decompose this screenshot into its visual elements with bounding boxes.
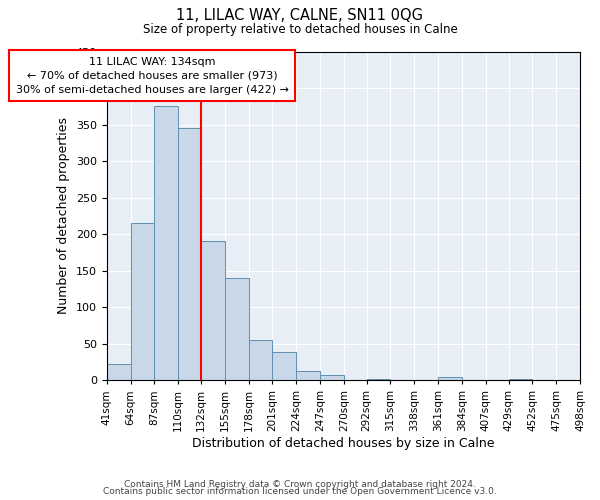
Text: Size of property relative to detached houses in Calne: Size of property relative to detached ho… bbox=[143, 22, 457, 36]
Bar bbox=[248, 340, 272, 380]
Bar bbox=[367, 379, 391, 380]
Bar bbox=[438, 378, 462, 380]
Bar bbox=[509, 379, 532, 380]
Bar bbox=[131, 223, 154, 380]
Text: Contains public sector information licensed under the Open Government Licence v3: Contains public sector information licen… bbox=[103, 487, 497, 496]
Text: 11, LILAC WAY, CALNE, SN11 0QG: 11, LILAC WAY, CALNE, SN11 0QG bbox=[176, 8, 424, 22]
Y-axis label: Number of detached properties: Number of detached properties bbox=[58, 118, 70, 314]
Bar bbox=[296, 371, 320, 380]
Bar bbox=[225, 278, 248, 380]
Bar bbox=[320, 375, 344, 380]
Bar bbox=[178, 128, 201, 380]
X-axis label: Distribution of detached houses by size in Calne: Distribution of detached houses by size … bbox=[192, 437, 494, 450]
Text: 11 LILAC WAY: 134sqm
← 70% of detached houses are smaller (973)
30% of semi-deta: 11 LILAC WAY: 134sqm ← 70% of detached h… bbox=[16, 56, 289, 94]
Bar bbox=[107, 364, 131, 380]
Bar bbox=[580, 379, 600, 380]
Bar bbox=[272, 352, 296, 380]
Text: Contains HM Land Registry data © Crown copyright and database right 2024.: Contains HM Land Registry data © Crown c… bbox=[124, 480, 476, 489]
Bar bbox=[154, 106, 178, 380]
Bar bbox=[201, 242, 225, 380]
